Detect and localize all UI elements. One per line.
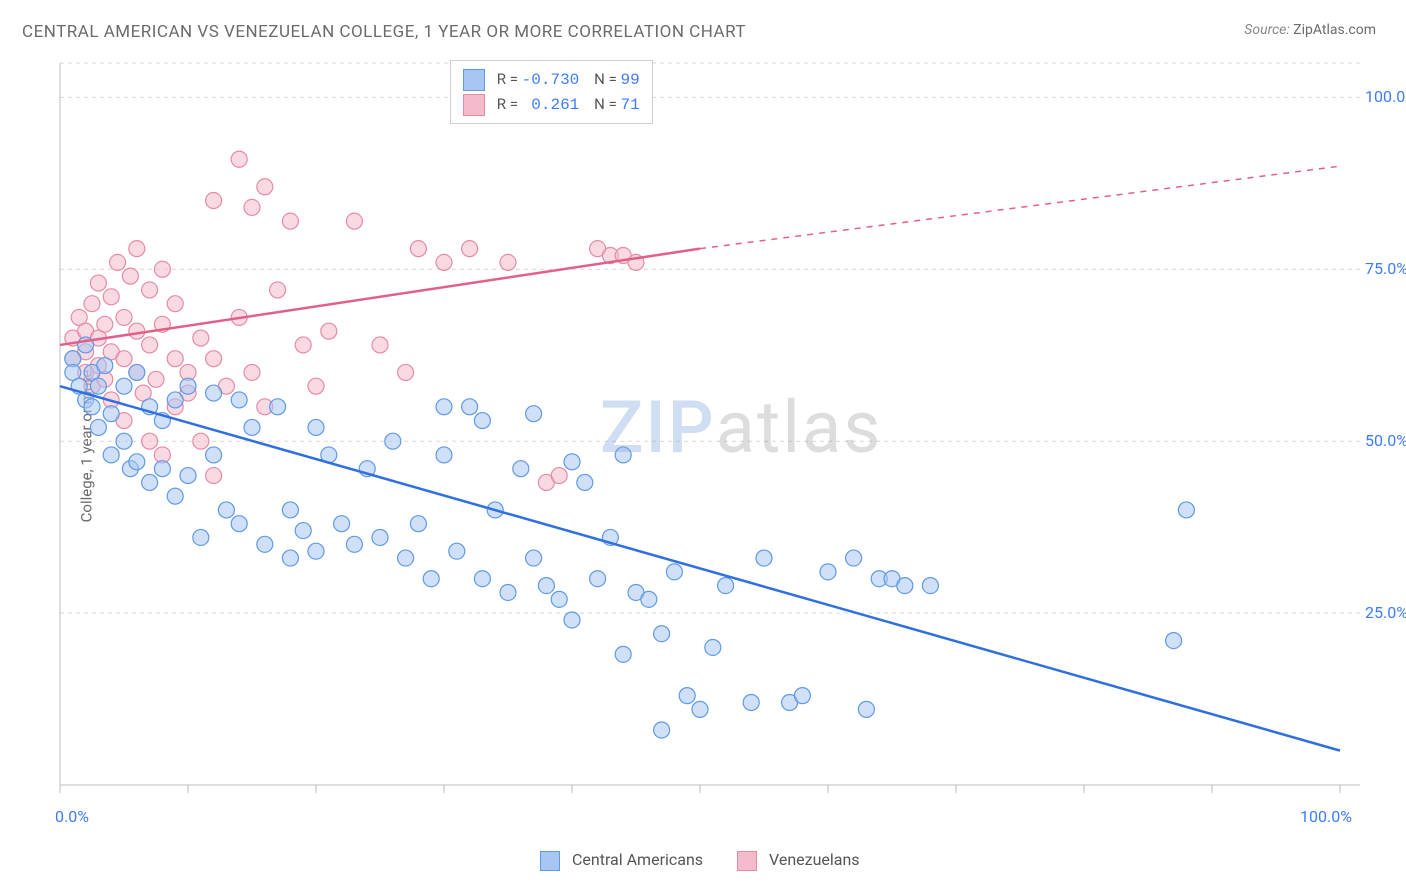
chart-svg	[50, 55, 1370, 815]
swatch-venezuelan	[737, 851, 757, 871]
legend-n-label: N =	[583, 95, 621, 113]
legend-label-central: Central Americans	[572, 850, 703, 869]
swatch-central	[463, 69, 485, 91]
legend-row-venezuelan: R = 0.261 N = 71	[463, 92, 640, 117]
source-citation: Source: ZipAtlas.com	[1244, 22, 1376, 38]
legend-r-value: 0.261	[522, 96, 580, 114]
swatch-central	[540, 851, 560, 871]
legend-n-value: 99	[621, 71, 640, 89]
legend-r-value: -0.730	[522, 71, 580, 89]
legend-n-label: N =	[583, 70, 621, 88]
plot-area: ZIPatlas R = -0.730 N = 99 R = 0.261 N =…	[50, 55, 1370, 815]
legend-row-central: R = -0.730 N = 99	[463, 67, 640, 92]
chart-container: CENTRAL AMERICAN VS VENEZUELAN COLLEGE, …	[0, 0, 1406, 892]
xtick-100: 100.0%	[1300, 807, 1352, 826]
legend-label-venezuelan: Venezuelans	[769, 850, 860, 869]
ytick-100: 100.0%	[1365, 87, 1406, 106]
chart-title: CENTRAL AMERICAN VS VENEZUELAN COLLEGE, …	[22, 22, 746, 42]
ytick-25: 25.0%	[1365, 603, 1406, 622]
legend-r-label: R =	[497, 70, 522, 88]
legend-r-label: R =	[497, 95, 522, 113]
series-legend: Central Americans Venezuelans	[540, 850, 860, 871]
correlation-legend: R = -0.730 N = 99 R = 0.261 N = 71	[450, 60, 653, 124]
ytick-50: 50.0%	[1365, 431, 1406, 450]
swatch-venezuelan	[463, 94, 485, 116]
source-label: Source:	[1244, 22, 1289, 38]
source-value: ZipAtlas.com	[1293, 22, 1376, 38]
legend-n-value: 71	[621, 96, 640, 114]
ytick-75: 75.0%	[1365, 259, 1406, 278]
xtick-0: 0.0%	[55, 807, 89, 826]
